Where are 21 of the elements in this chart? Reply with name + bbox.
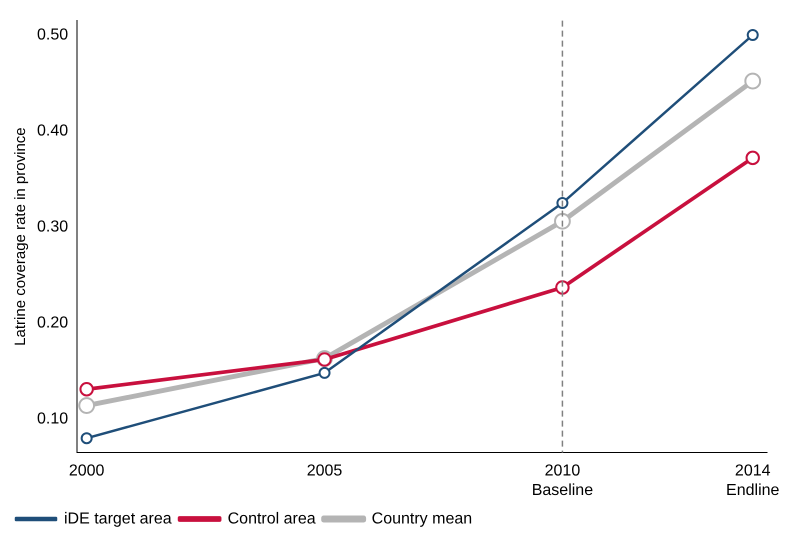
legend-label: iDE target area [64, 510, 172, 528]
y-tick-label: 0.30 [37, 218, 68, 236]
x-tick-label: 2000 [68, 462, 105, 480]
point [554, 212, 571, 230]
y-tick-label: 0.20 [37, 314, 68, 332]
point [746, 150, 760, 166]
y-tick-label: 0.50 [37, 26, 68, 44]
legend-label: Country mean [372, 510, 472, 528]
x-tick-label: 2010 Baseline [532, 462, 594, 499]
point [78, 397, 96, 414]
x-tick-label: 2014 Endline [726, 462, 780, 499]
legend-label: Control area [228, 510, 316, 528]
y-axis-title: Latrine coverage rate in province [12, 127, 30, 346]
y-tick-label: 0.10 [37, 410, 68, 428]
point [746, 29, 759, 41]
point [79, 382, 94, 396]
point [80, 432, 93, 444]
point [744, 72, 762, 90]
y-tick-label: 0.40 [37, 122, 68, 140]
x-tick-label: 2005 [306, 462, 342, 480]
point [318, 366, 331, 379]
